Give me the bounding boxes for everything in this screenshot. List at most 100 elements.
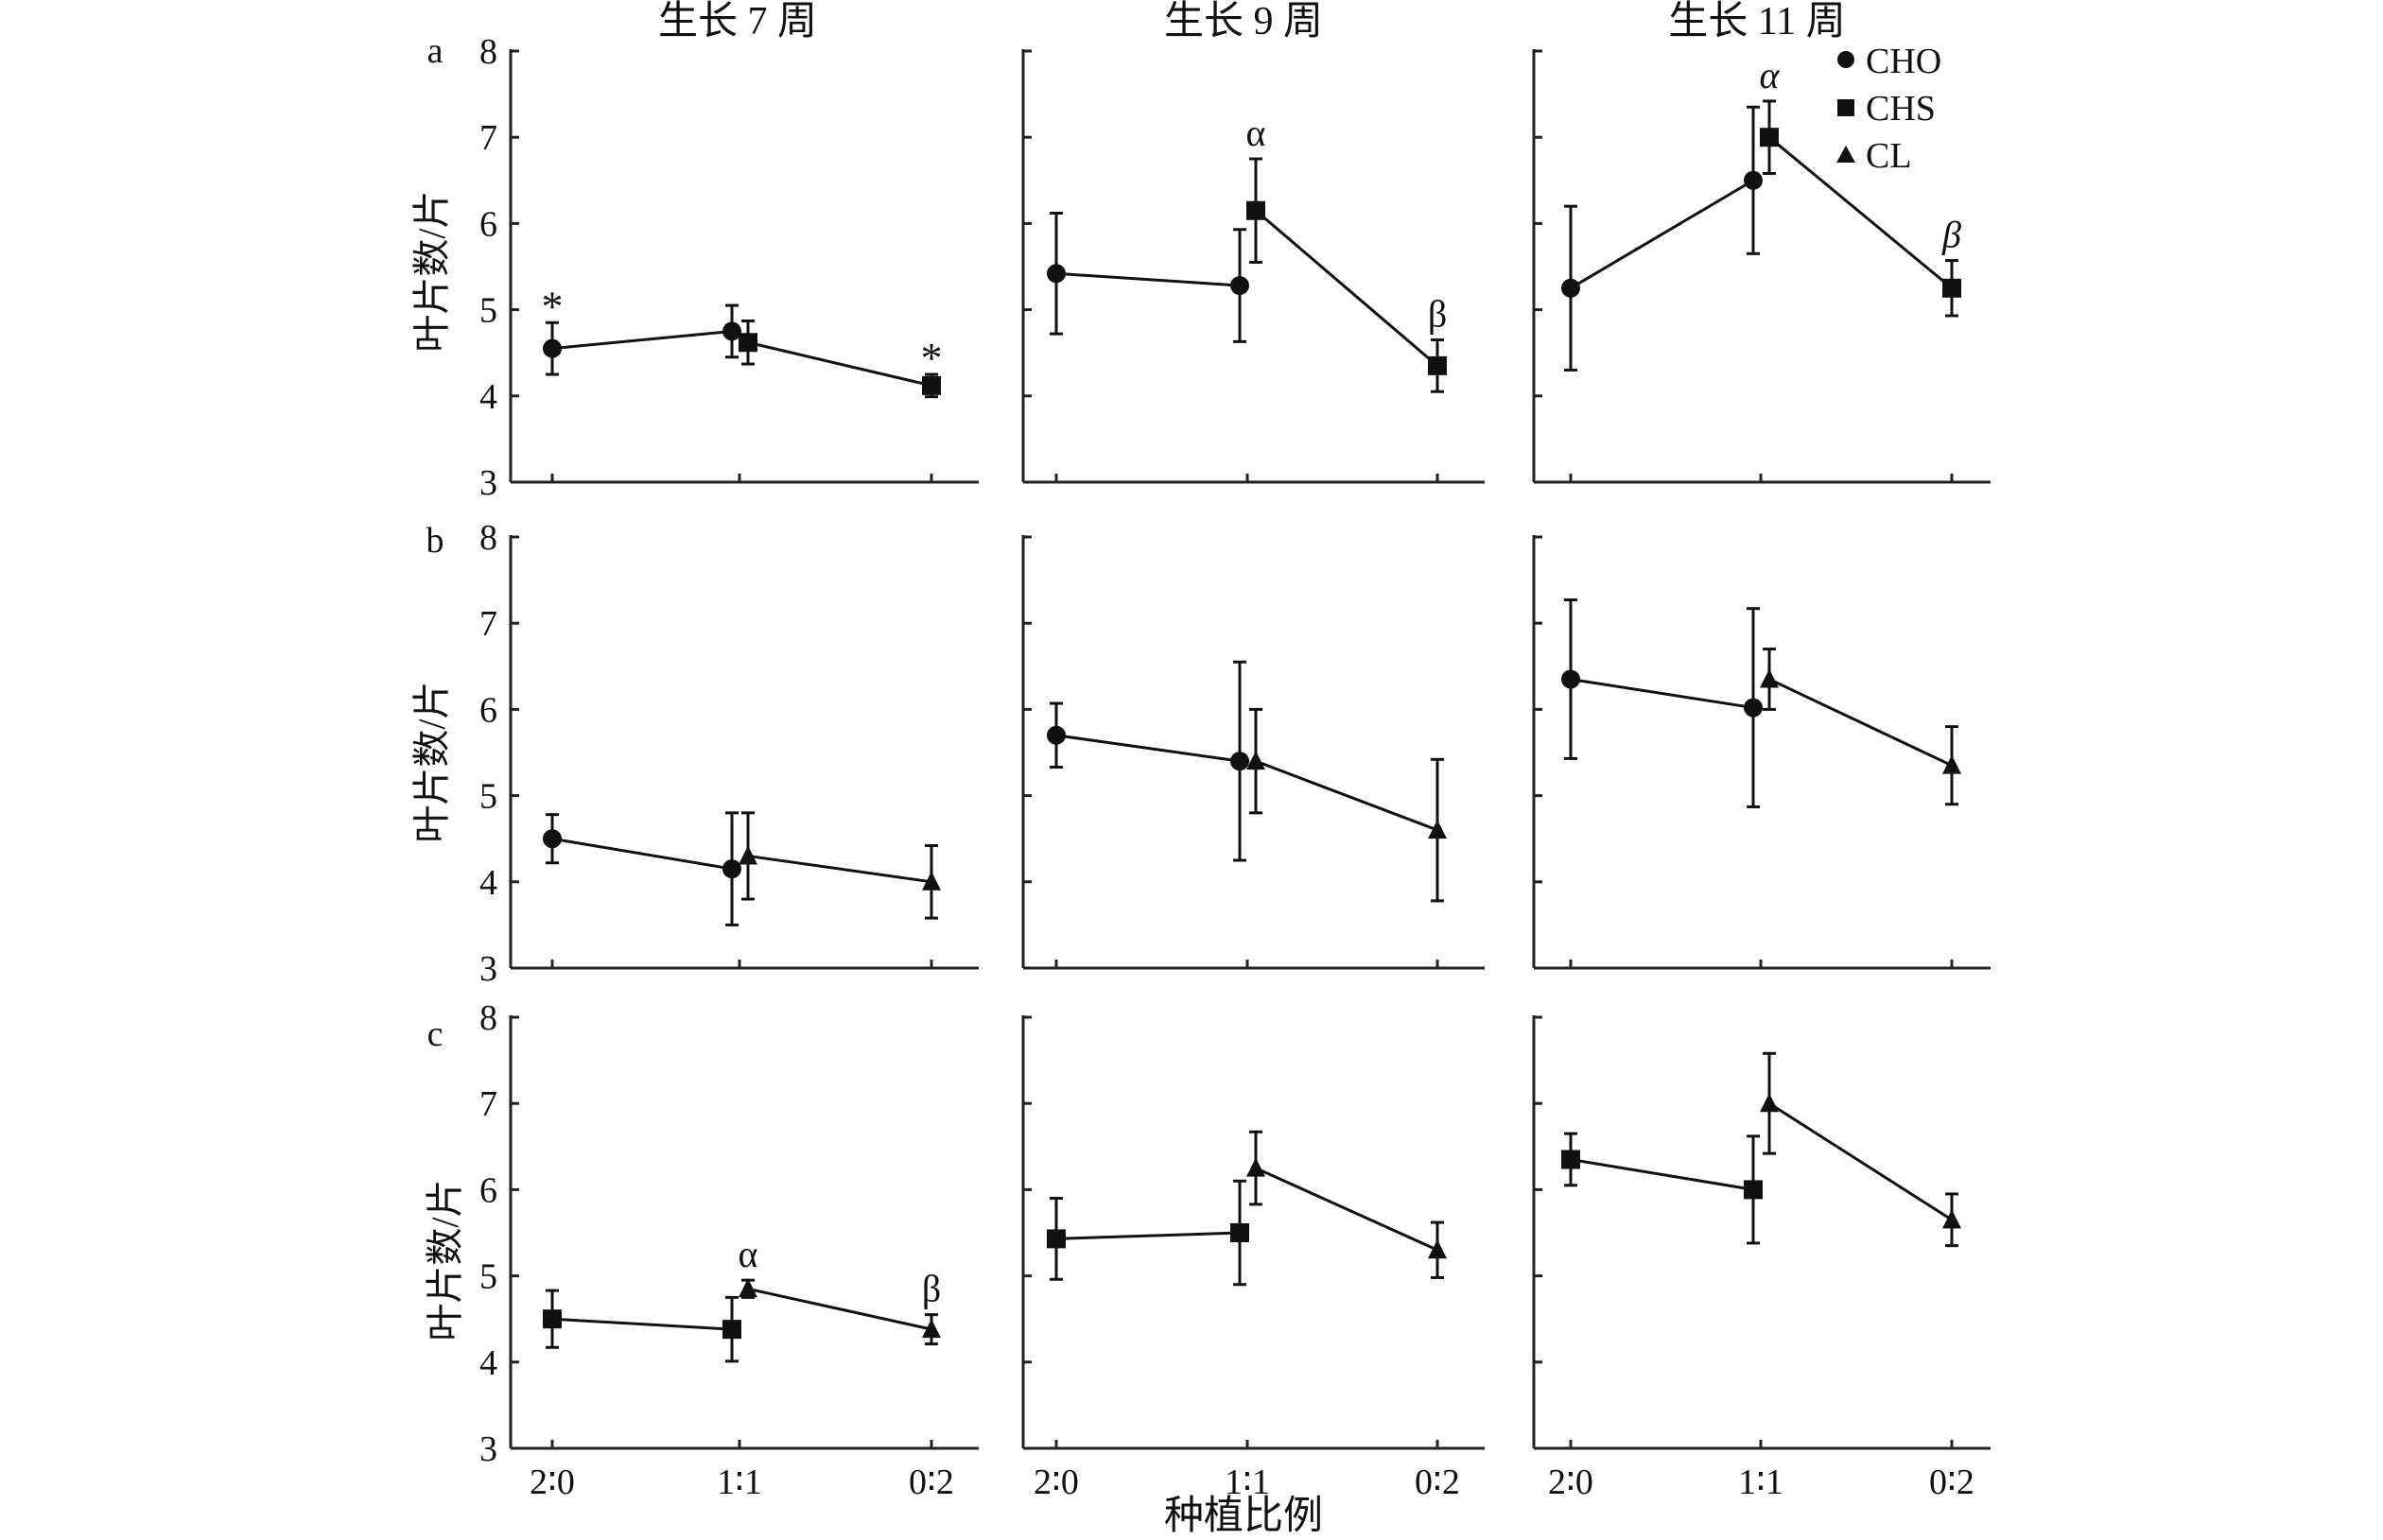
column-titles: 生长 7 周 生长 9 周 生长 11 周: [658, 0, 1846, 43]
y-tick-label: 6: [479, 1170, 497, 1210]
series-line-chs: [1570, 1158, 1754, 1191]
y-tick-label: 3: [479, 1429, 497, 1469]
series-line-chs: [1255, 209, 1438, 368]
data-point-cho: [1561, 669, 1580, 689]
series-line-chs: [1768, 136, 1953, 289]
series-line-chs: [1055, 1231, 1241, 1240]
data-point-chs: [1246, 200, 1265, 220]
significance-label: β: [922, 1268, 941, 1310]
x-tick-label: 1∶1: [1738, 1462, 1783, 1502]
series-line-cl: [1768, 678, 1953, 768]
panel-a-9: αβ: [1021, 49, 1485, 484]
data-point-cl: [922, 1319, 941, 1339]
panel-a-11: αβ: [1532, 49, 1991, 484]
data-point-chs: [543, 1309, 562, 1329]
x-tick-label: 0∶2: [1929, 1462, 1974, 1502]
series-line-chs: [747, 340, 932, 388]
data-point-cl: [1246, 751, 1265, 770]
y-tick-label: 5: [479, 777, 497, 817]
series-line-cl: [747, 854, 932, 884]
legend-item-cho: CHO: [1837, 42, 1941, 81]
x-tick-label: 0∶2: [909, 1462, 954, 1502]
y-tick-label: 8: [479, 518, 497, 558]
row-label-c: c: [427, 1014, 444, 1054]
x-axis-label: 种植比例: [1164, 1495, 1323, 1538]
y-tick-label: 3: [479, 463, 497, 503]
series-line-cho: [551, 329, 733, 351]
x-tick-label: 2∶0: [1034, 1462, 1079, 1502]
data-point-cl: [1246, 1157, 1265, 1177]
row-labels: a b c: [426, 31, 444, 1054]
legend-circle-marker-icon: [1837, 51, 1854, 68]
legend-item-chs: CHS: [1837, 89, 1936, 129]
y-tick-label: 5: [479, 1257, 497, 1297]
series-line-chs: [551, 1317, 733, 1331]
data-point-cho: [1561, 278, 1580, 298]
y-tick-label: 5: [479, 291, 497, 331]
data-point-cho: [722, 321, 741, 341]
y-axis-labels: 叶片数/片 叶片数/片 叶片数/片: [410, 190, 466, 1341]
series-line-cl: [1255, 1167, 1438, 1252]
y-axis-label-row-c: 叶片数/片: [424, 1179, 466, 1341]
data-point-cho: [1047, 264, 1066, 284]
legend: CHO CHS CL: [1836, 42, 1941, 176]
y-tick-label: 8: [479, 32, 497, 72]
significance-label: α: [739, 1233, 758, 1275]
data-point-chs: [922, 375, 941, 395]
series-line-cho: [551, 837, 733, 871]
series-line-cho: [1055, 271, 1241, 287]
data-point-chs: [739, 333, 757, 353]
x-tick-label: 2∶0: [1548, 1462, 1593, 1502]
y-tick-label: 8: [479, 998, 497, 1038]
data-point-chs: [1230, 1223, 1249, 1242]
y-tick-label: 6: [479, 204, 497, 244]
series-line-cl: [747, 1287, 932, 1331]
data-point-cl: [1760, 668, 1779, 688]
panel-b-11: [1532, 535, 1991, 970]
legend-square-marker-icon: [1837, 99, 1854, 116]
data-point-cho: [1230, 752, 1249, 771]
x-tick-label: 1∶1: [717, 1462, 762, 1502]
column-title-7-weeks: 生长 7 周: [658, 0, 817, 43]
y-tick-label: 7: [479, 118, 497, 158]
data-point-cl: [1942, 754, 1961, 774]
data-point-cho: [543, 338, 562, 358]
y-axis-label-row-b: 叶片数/片: [410, 681, 453, 842]
legend-triangle-marker-icon: [1836, 146, 1855, 163]
series-line-cho: [1570, 677, 1754, 710]
series-line-cho: [1570, 179, 1754, 290]
panel-c-9: 2∶0 1∶1 0∶2: [1021, 1015, 1485, 1502]
series-line-cl: [1768, 1101, 1953, 1221]
data-point-cl: [1760, 1093, 1779, 1113]
data-point-cl: [922, 871, 941, 891]
panel-b-7: 3 4 5 6 7 8: [479, 518, 979, 989]
series-line-cl: [1255, 759, 1438, 832]
data-point-chs: [1561, 1150, 1580, 1169]
significance-label: *: [542, 282, 564, 330]
y-tick-label: 7: [479, 1084, 497, 1124]
data-point-cho: [543, 829, 562, 849]
data-point-cho: [722, 859, 741, 879]
row-label-b: b: [426, 521, 444, 561]
significance-label: α: [1246, 112, 1266, 154]
y-tick-label: 6: [479, 690, 497, 730]
significance-label: β: [1941, 214, 1961, 256]
data-point-chs: [1760, 128, 1779, 147]
data-point-cl: [739, 1278, 757, 1298]
x-tick-label: 1∶1: [1225, 1462, 1270, 1502]
data-point-chs: [1744, 1180, 1763, 1200]
data-point-cho: [1744, 170, 1763, 190]
y-axis-label-row-a: 叶片数/片: [410, 190, 453, 352]
data-point-cl: [1942, 1209, 1961, 1229]
data-point-chs: [1047, 1229, 1066, 1249]
data-point-cl: [1428, 1239, 1447, 1259]
significance-label: *: [921, 334, 943, 382]
significance-label: α: [1760, 54, 1781, 96]
y-tick-label: 4: [479, 1343, 497, 1383]
data-point-cho: [1744, 698, 1763, 718]
x-tick-label: 2∶0: [530, 1462, 575, 1502]
data-point-chs: [722, 1320, 741, 1340]
data-point-cho: [1047, 725, 1066, 745]
